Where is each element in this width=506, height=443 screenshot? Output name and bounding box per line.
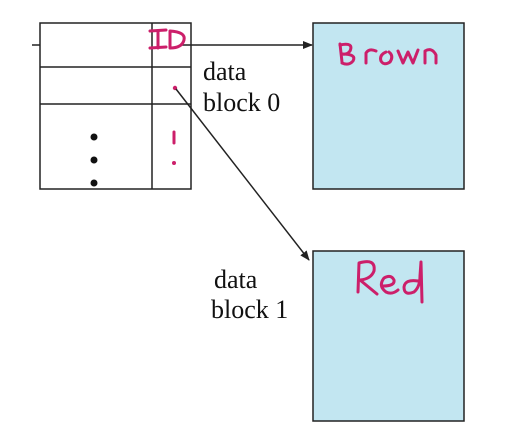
pointer-mark [172, 161, 176, 165]
label-data-block-1-line1: data [214, 265, 258, 294]
index-table-border [39, 22, 192, 190]
handwritten-brown-annotation [338, 42, 438, 66]
data-block-1 [312, 250, 465, 422]
handwritten-id-annotation [148, 28, 186, 50]
ellipsis-dot [90, 133, 98, 141]
pointer-arrow-block-1 [175, 88, 310, 261]
ellipsis-dot [90, 179, 98, 187]
handwritten-red-annotation [356, 260, 424, 304]
label-data-block-1-line2: block 1 [211, 295, 289, 324]
index-table [32, 22, 192, 190]
label-data-block-0-line2: block 0 [203, 88, 281, 117]
ellipsis-dot [90, 156, 98, 164]
data-block-0 [312, 22, 465, 190]
label-data-block-0-line1: data [203, 57, 247, 86]
